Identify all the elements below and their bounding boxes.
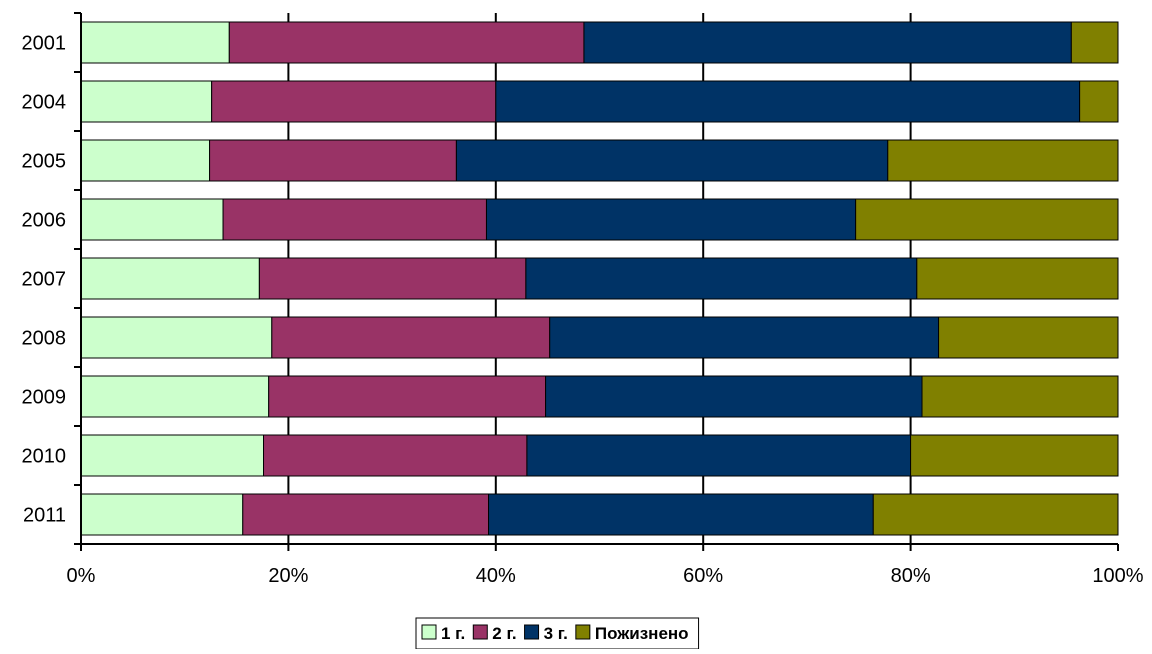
bar-segment-4 [855, 198, 1119, 241]
bar-segment-1 [80, 493, 244, 536]
bar-segment-2 [271, 316, 551, 359]
bar-segment-2 [209, 139, 457, 182]
bar-segment-1 [80, 139, 211, 182]
bar-segment-1 [80, 375, 270, 418]
x-tick-label: 80% [891, 565, 931, 587]
bar-segment-4 [1079, 80, 1119, 123]
bar-segment-3 [495, 80, 1081, 123]
x-tick-label: 40% [476, 565, 516, 587]
bar-segment-3 [525, 257, 918, 300]
legend-swatch [575, 624, 591, 640]
bar-segment-2 [211, 80, 497, 123]
bar-segment-4 [1070, 21, 1119, 64]
legend-label: Пожизнено [595, 624, 689, 643]
bar-segment-3 [485, 198, 857, 241]
x-tick-label: 100% [1092, 565, 1143, 587]
bar-segment-1 [80, 198, 224, 241]
x-tick-label: 20% [268, 565, 308, 587]
bar-segment-1 [80, 80, 213, 123]
bar-segment-1 [80, 21, 230, 64]
bar-segment-2 [268, 375, 547, 418]
y-tick-label: 2004 [22, 92, 67, 114]
y-axis-ticks: 2001 2004 2005 2006 2007 2008 2009 2010 2011 [22, 12, 81, 545]
x-tick-label: 60% [683, 565, 723, 587]
bar-segment-3 [583, 21, 1072, 64]
legend: 1 г. 2 г. 3 г. Пожизнено [415, 617, 700, 650]
bar-segment-4 [910, 434, 1119, 477]
bar-segment-2 [222, 198, 487, 241]
y-tick-label: 2001 [22, 33, 67, 55]
legend-label: 3 г. [544, 624, 568, 643]
y-tick-label: 2007 [22, 269, 67, 291]
bar-segment-1 [80, 257, 260, 300]
bar-segment-3 [549, 316, 940, 359]
x-axis-ticks: 0% 20% 40% 60% 80% 100% [67, 544, 1144, 587]
bar-segment-3 [526, 434, 912, 477]
y-tick-label: 2009 [22, 387, 67, 409]
legend-swatch [472, 624, 488, 640]
bar-segment-4 [872, 493, 1119, 536]
legend-swatch [524, 624, 540, 640]
bar-segment-4 [938, 316, 1119, 359]
y-tick-label: 2005 [22, 151, 67, 173]
bars [80, 21, 1119, 536]
bar-segment-4 [916, 257, 1119, 300]
y-tick-label: 2008 [22, 328, 67, 350]
bar-segment-3 [455, 139, 889, 182]
bar-segment-4 [921, 375, 1119, 418]
bar-segment-1 [80, 316, 273, 359]
bar-segment-2 [258, 257, 527, 300]
bar-segment-1 [80, 434, 265, 477]
legend-label: 1 г. [441, 624, 465, 643]
x-tick-label: 0% [67, 565, 96, 587]
bar-segment-3 [488, 493, 874, 536]
legend-label: 2 г. [492, 624, 516, 643]
y-tick-label: 2010 [22, 446, 67, 468]
bar-segment-4 [887, 139, 1119, 182]
legend-box [415, 617, 700, 650]
bar-segment-2 [263, 434, 528, 477]
y-tick-label: 2011 [23, 505, 66, 527]
bar-segment-2 [228, 21, 585, 64]
legend-swatch [421, 624, 437, 640]
bar-segment-2 [242, 493, 490, 536]
bar-segment-3 [545, 375, 923, 418]
y-tick-label: 2006 [22, 210, 67, 232]
